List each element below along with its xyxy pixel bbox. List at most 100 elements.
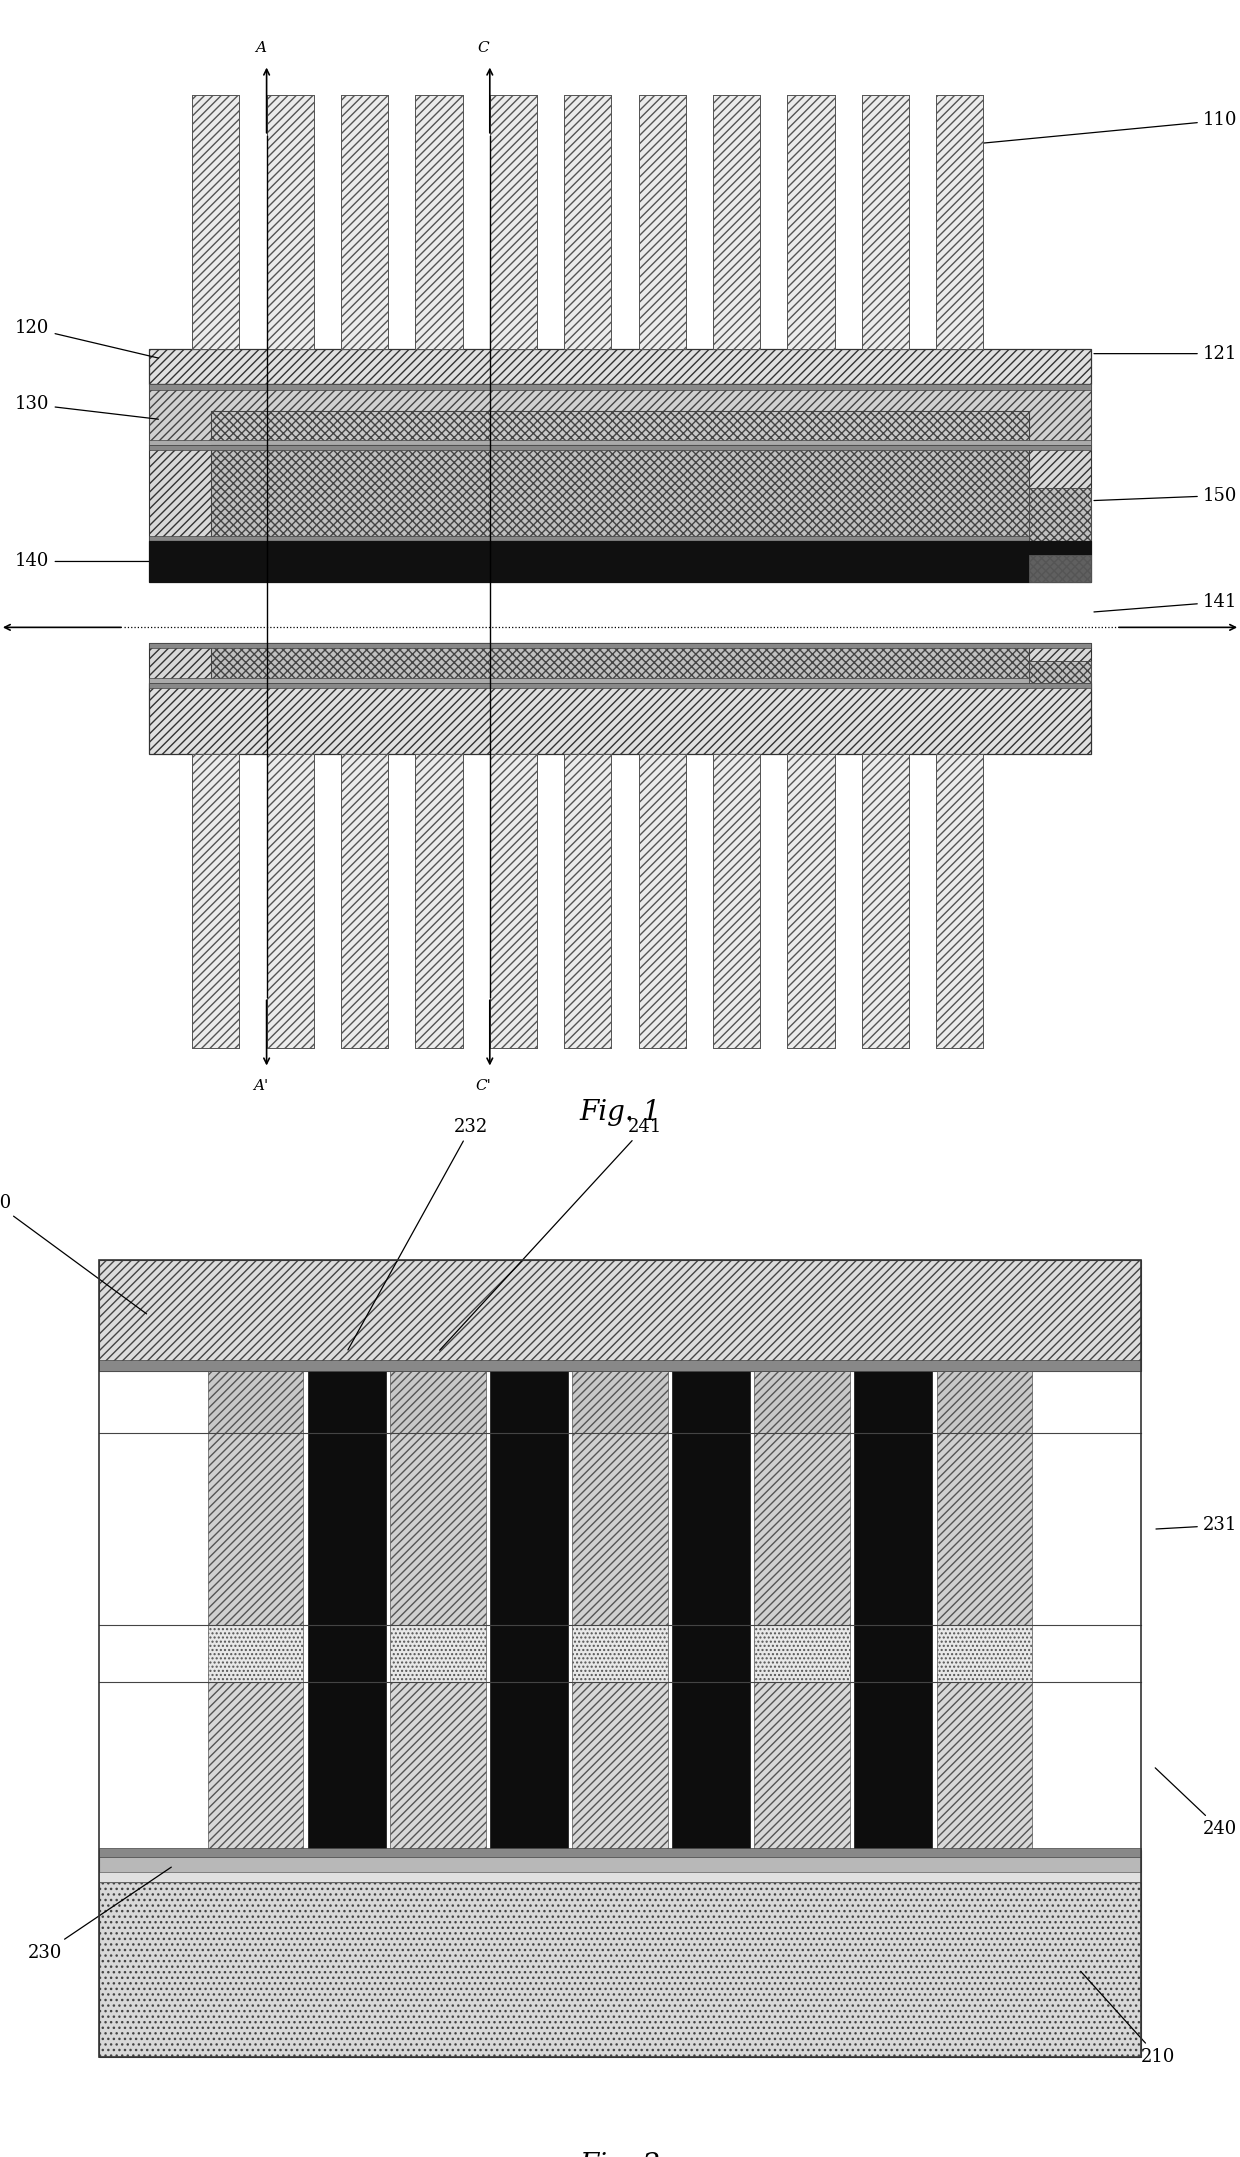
Bar — [862, 95, 909, 349]
Bar — [341, 755, 388, 1048]
Bar — [389, 1682, 486, 1851]
Bar — [936, 95, 983, 349]
Bar — [490, 1372, 568, 1851]
Bar — [564, 95, 611, 349]
Text: Fig. 1: Fig. 1 — [579, 1098, 661, 1126]
Bar — [854, 1372, 932, 1851]
Bar — [149, 684, 1091, 755]
Bar — [99, 1260, 1141, 1372]
Bar — [99, 1851, 1141, 1881]
Bar — [490, 95, 537, 349]
Bar — [415, 95, 463, 349]
Text: Fig. 2: Fig. 2 — [579, 2153, 661, 2157]
Bar — [389, 1372, 486, 1434]
Bar — [787, 755, 835, 1048]
Text: 141: 141 — [1094, 593, 1238, 613]
Bar — [415, 755, 463, 1048]
Text: 210: 210 — [1081, 1971, 1176, 2066]
Bar — [389, 1434, 486, 1624]
Bar — [787, 95, 835, 349]
Text: 110: 110 — [957, 112, 1238, 145]
Bar — [149, 444, 1091, 451]
Text: A': A' — [253, 1078, 268, 1091]
Text: 120: 120 — [15, 319, 159, 358]
Bar — [267, 95, 314, 349]
Bar — [572, 1624, 668, 1682]
Text: C': C' — [476, 1078, 491, 1091]
Bar — [1029, 554, 1091, 582]
Bar — [149, 444, 1091, 541]
Bar — [862, 95, 909, 349]
Text: 231: 231 — [1156, 1516, 1238, 1534]
Bar — [415, 755, 463, 1048]
Bar — [389, 1624, 486, 1682]
Bar — [1029, 554, 1091, 582]
Bar — [754, 1434, 851, 1624]
Text: C: C — [477, 41, 490, 54]
Bar — [572, 1372, 668, 1434]
Bar — [936, 1624, 1033, 1682]
Bar — [211, 444, 1029, 541]
Bar — [639, 755, 686, 1048]
Bar — [754, 1682, 851, 1851]
Bar — [149, 643, 1091, 647]
Text: 241: 241 — [440, 1117, 662, 1350]
Text: 240: 240 — [1156, 1769, 1238, 1838]
Bar — [936, 1372, 1033, 1434]
Bar — [149, 677, 1091, 684]
Bar — [99, 1260, 1141, 2058]
Bar — [415, 95, 463, 349]
Bar — [149, 643, 1091, 684]
Bar — [149, 440, 1091, 444]
Bar — [149, 684, 1091, 688]
Bar — [192, 95, 239, 349]
Bar — [99, 1872, 1141, 1881]
Bar — [564, 95, 611, 349]
Bar — [490, 755, 537, 1048]
Text: 130: 130 — [15, 395, 159, 418]
Bar — [713, 95, 760, 349]
Bar — [672, 1372, 750, 1851]
Bar — [936, 755, 983, 1048]
Bar — [341, 95, 388, 349]
Bar — [490, 95, 537, 349]
Bar — [713, 755, 760, 1048]
Bar — [207, 1434, 304, 1624]
Bar — [1029, 660, 1091, 684]
Bar — [267, 755, 314, 1048]
Bar — [211, 643, 1029, 684]
Text: A: A — [255, 41, 265, 54]
Text: 121: 121 — [1094, 345, 1238, 362]
Bar — [936, 95, 983, 349]
Bar — [1029, 487, 1091, 541]
Bar — [713, 755, 760, 1048]
Bar — [787, 755, 835, 1048]
Bar — [149, 384, 1091, 444]
Bar — [1029, 660, 1091, 684]
Bar — [99, 1881, 1141, 2058]
Bar — [564, 755, 611, 1048]
Bar — [862, 755, 909, 1048]
Text: 150: 150 — [1094, 487, 1238, 505]
Bar — [787, 95, 835, 349]
Bar — [754, 1372, 851, 1434]
Text: 220: 220 — [0, 1193, 146, 1314]
Text: 232: 232 — [348, 1117, 489, 1350]
Bar — [211, 412, 1029, 444]
Bar — [572, 1682, 668, 1851]
Bar — [341, 95, 388, 349]
Bar — [192, 95, 239, 349]
Bar — [639, 95, 686, 349]
Bar — [207, 1624, 304, 1682]
Bar — [149, 349, 1091, 384]
Bar — [99, 1849, 1141, 1857]
Text: 230: 230 — [27, 1868, 171, 1961]
Bar — [572, 1434, 668, 1624]
Bar — [267, 95, 314, 349]
Bar — [713, 95, 760, 349]
Bar — [207, 1372, 304, 1434]
Bar — [149, 384, 1091, 390]
Bar — [149, 541, 1091, 582]
Bar — [149, 537, 1091, 541]
Bar — [564, 755, 611, 1048]
